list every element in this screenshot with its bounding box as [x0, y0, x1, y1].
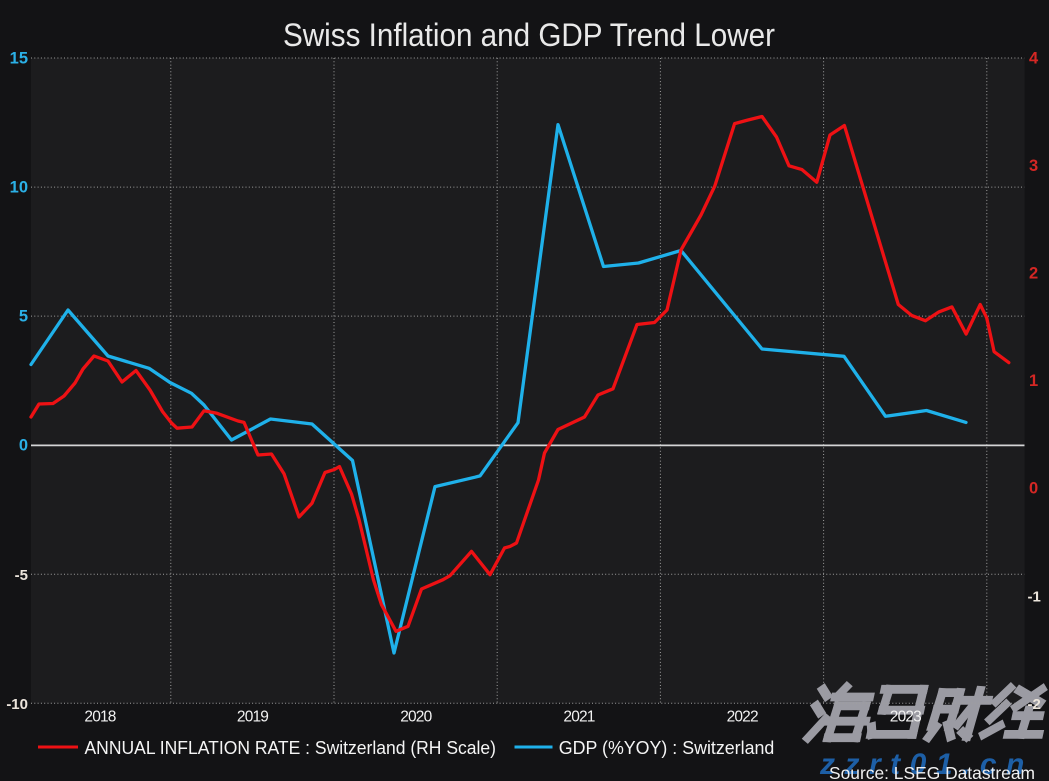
svg-text:2021: 2021 — [563, 709, 595, 726]
svg-text:2: 2 — [1029, 264, 1038, 282]
svg-text:1: 1 — [1029, 372, 1038, 390]
svg-text:3: 3 — [1029, 157, 1038, 175]
svg-text:15: 15 — [10, 49, 28, 67]
svg-text:-5: -5 — [15, 567, 28, 584]
svg-text:2020: 2020 — [400, 709, 432, 726]
svg-text:Swiss Inflation and GDP Trend: Swiss Inflation and GDP Trend Lower — [283, 17, 775, 53]
svg-text:GDP (%YOY) : Switzerland: GDP (%YOY) : Switzerland — [559, 738, 775, 758]
svg-text:0: 0 — [1029, 479, 1038, 497]
svg-text:zzrt01.cn: zzrt01.cn — [819, 748, 1034, 781]
svg-text:-10: -10 — [6, 696, 28, 713]
svg-text:2018: 2018 — [84, 709, 116, 726]
svg-text:2022: 2022 — [727, 709, 759, 726]
svg-text:4: 4 — [1029, 49, 1039, 67]
svg-text:-2: -2 — [1028, 696, 1041, 713]
svg-text:0: 0 — [19, 437, 28, 455]
svg-text:2019: 2019 — [237, 709, 269, 726]
svg-text:ANNUAL INFLATION RATE : Switze: ANNUAL INFLATION RATE : Switzerland (RH … — [85, 738, 497, 758]
svg-text:5: 5 — [19, 307, 28, 325]
svg-text:Source: LSEG Datastream: Source: LSEG Datastream — [829, 763, 1035, 781]
svg-text:2023: 2023 — [890, 709, 922, 726]
svg-text:-1: -1 — [1028, 588, 1041, 605]
svg-text:10: 10 — [10, 178, 28, 196]
